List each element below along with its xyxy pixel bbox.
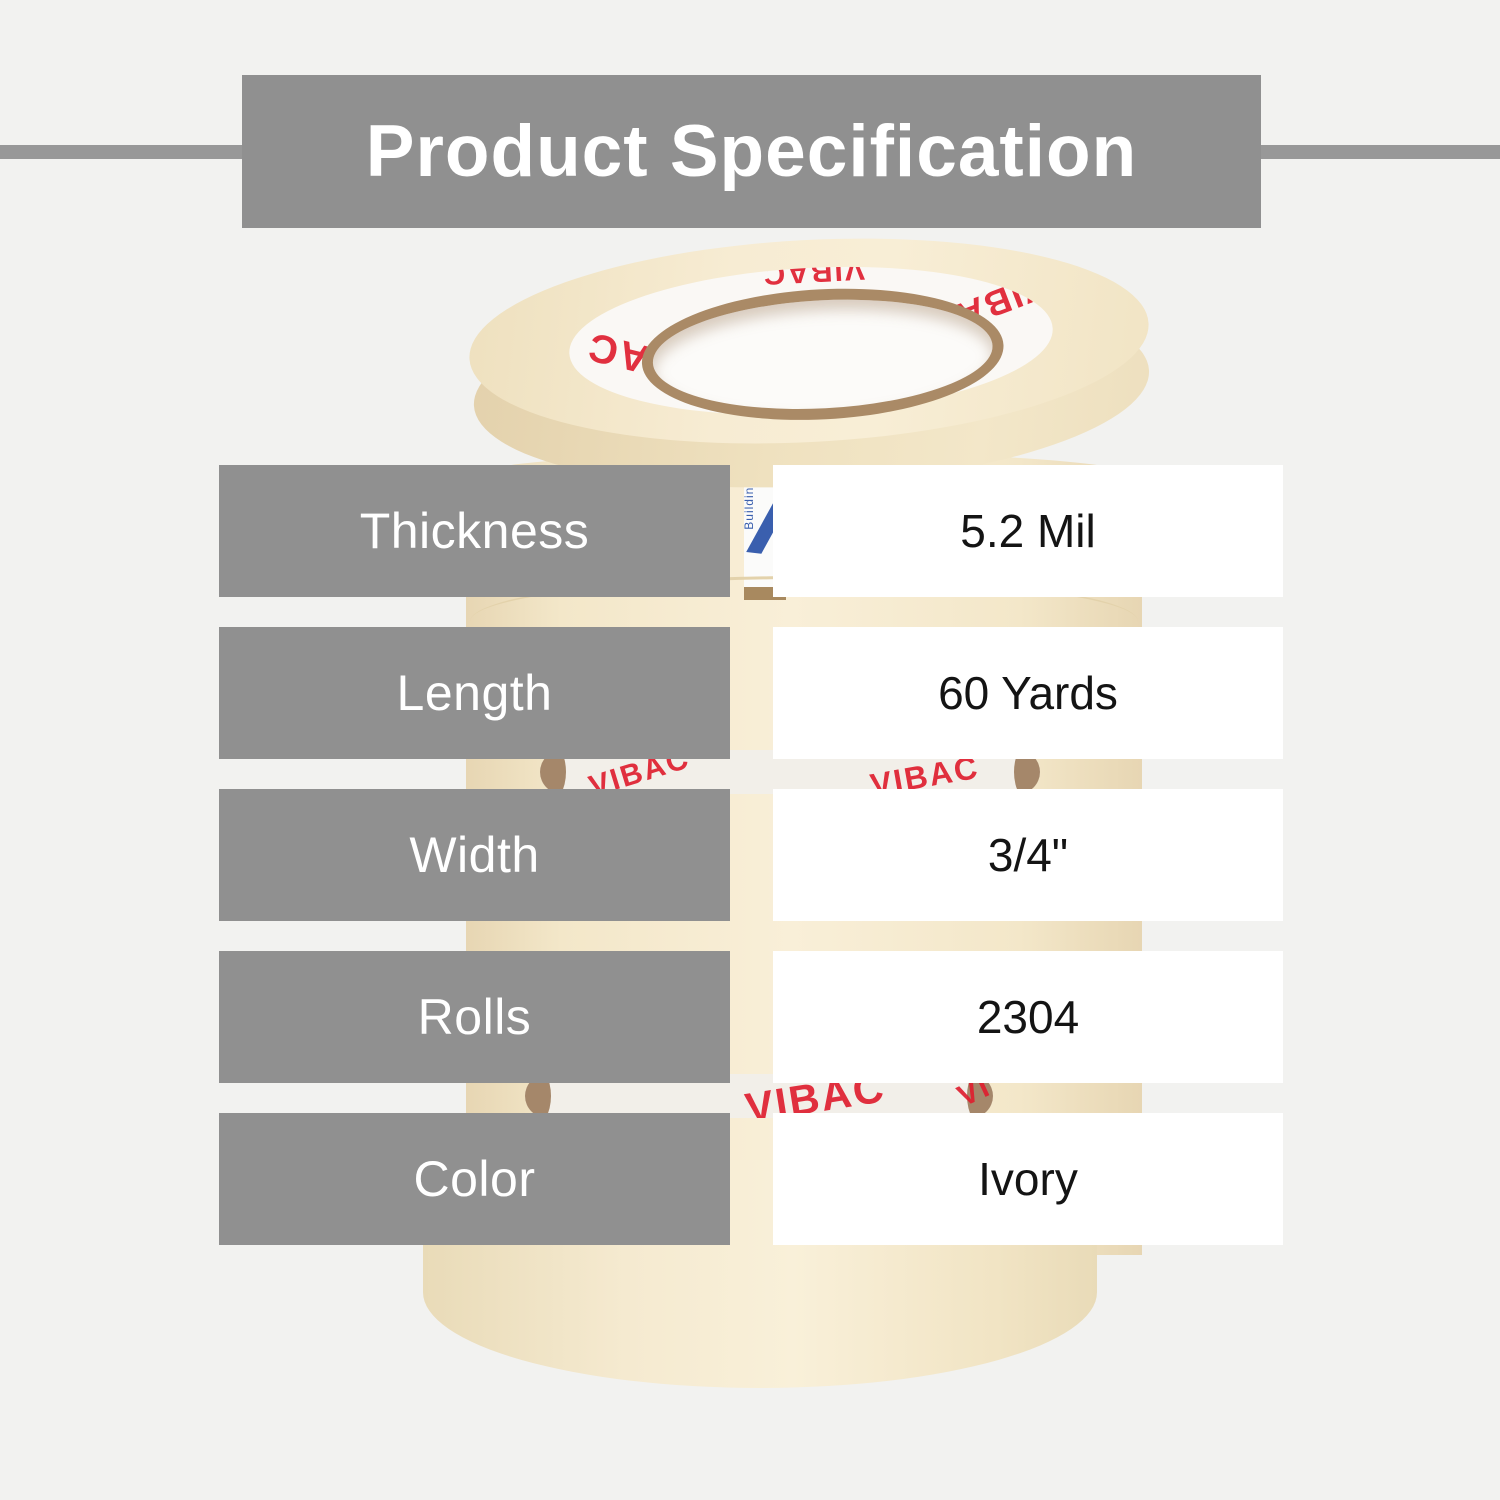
page-title: Product Specification bbox=[365, 111, 1138, 192]
spec-row-width: Width 3/4" bbox=[0, 789, 1500, 921]
top-tape-roll: VIBAC VIBAC VIBAC bbox=[464, 222, 1156, 504]
spec-row-length: Length 60 Yards bbox=[0, 627, 1500, 759]
spec-value: 5.2 Mil bbox=[773, 465, 1283, 597]
header-banner: Product Specification bbox=[242, 75, 1261, 228]
spec-row-rolls: Rolls 2304 bbox=[0, 951, 1500, 1083]
spec-value: Ivory bbox=[773, 1113, 1283, 1245]
spec-row-color: Color Ivory bbox=[0, 1113, 1500, 1245]
spec-label: Thickness bbox=[219, 465, 730, 597]
spec-value: 3/4" bbox=[773, 789, 1283, 921]
spec-value: 2304 bbox=[773, 951, 1283, 1083]
spec-label: Length bbox=[219, 627, 730, 759]
spec-value: 60 Yards bbox=[773, 627, 1283, 759]
spec-label: Rolls bbox=[219, 951, 730, 1083]
spec-row-thickness: Thickness 5.2 Mil bbox=[0, 465, 1500, 597]
spec-label: Color bbox=[219, 1113, 730, 1245]
spec-label: Width bbox=[219, 789, 730, 921]
